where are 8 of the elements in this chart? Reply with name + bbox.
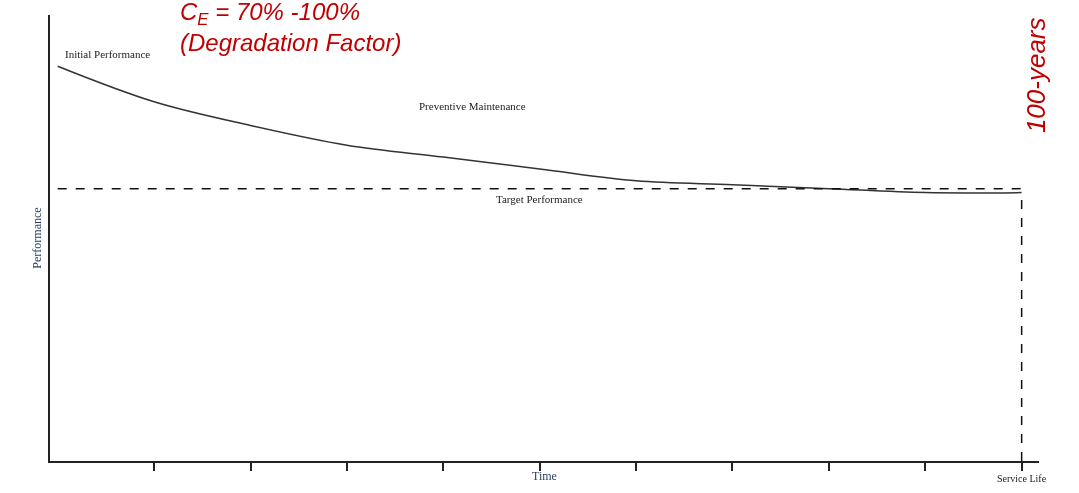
- ref-line-label: Target Performance: [496, 193, 583, 205]
- text: Initial Performance: [65, 48, 151, 60]
- x-axis-title: Time: [532, 469, 557, 484]
- text: Service Life: [997, 473, 1047, 484]
- text: C$_{E}$ = 70% -100% (Degradation Factor): [180, 0, 402, 57]
- annotation: Preventive Maintenance: [419, 100, 526, 112]
- annotation: 100-years: [1021, 17, 1052, 134]
- y-axis-title: Performance: [30, 207, 45, 269]
